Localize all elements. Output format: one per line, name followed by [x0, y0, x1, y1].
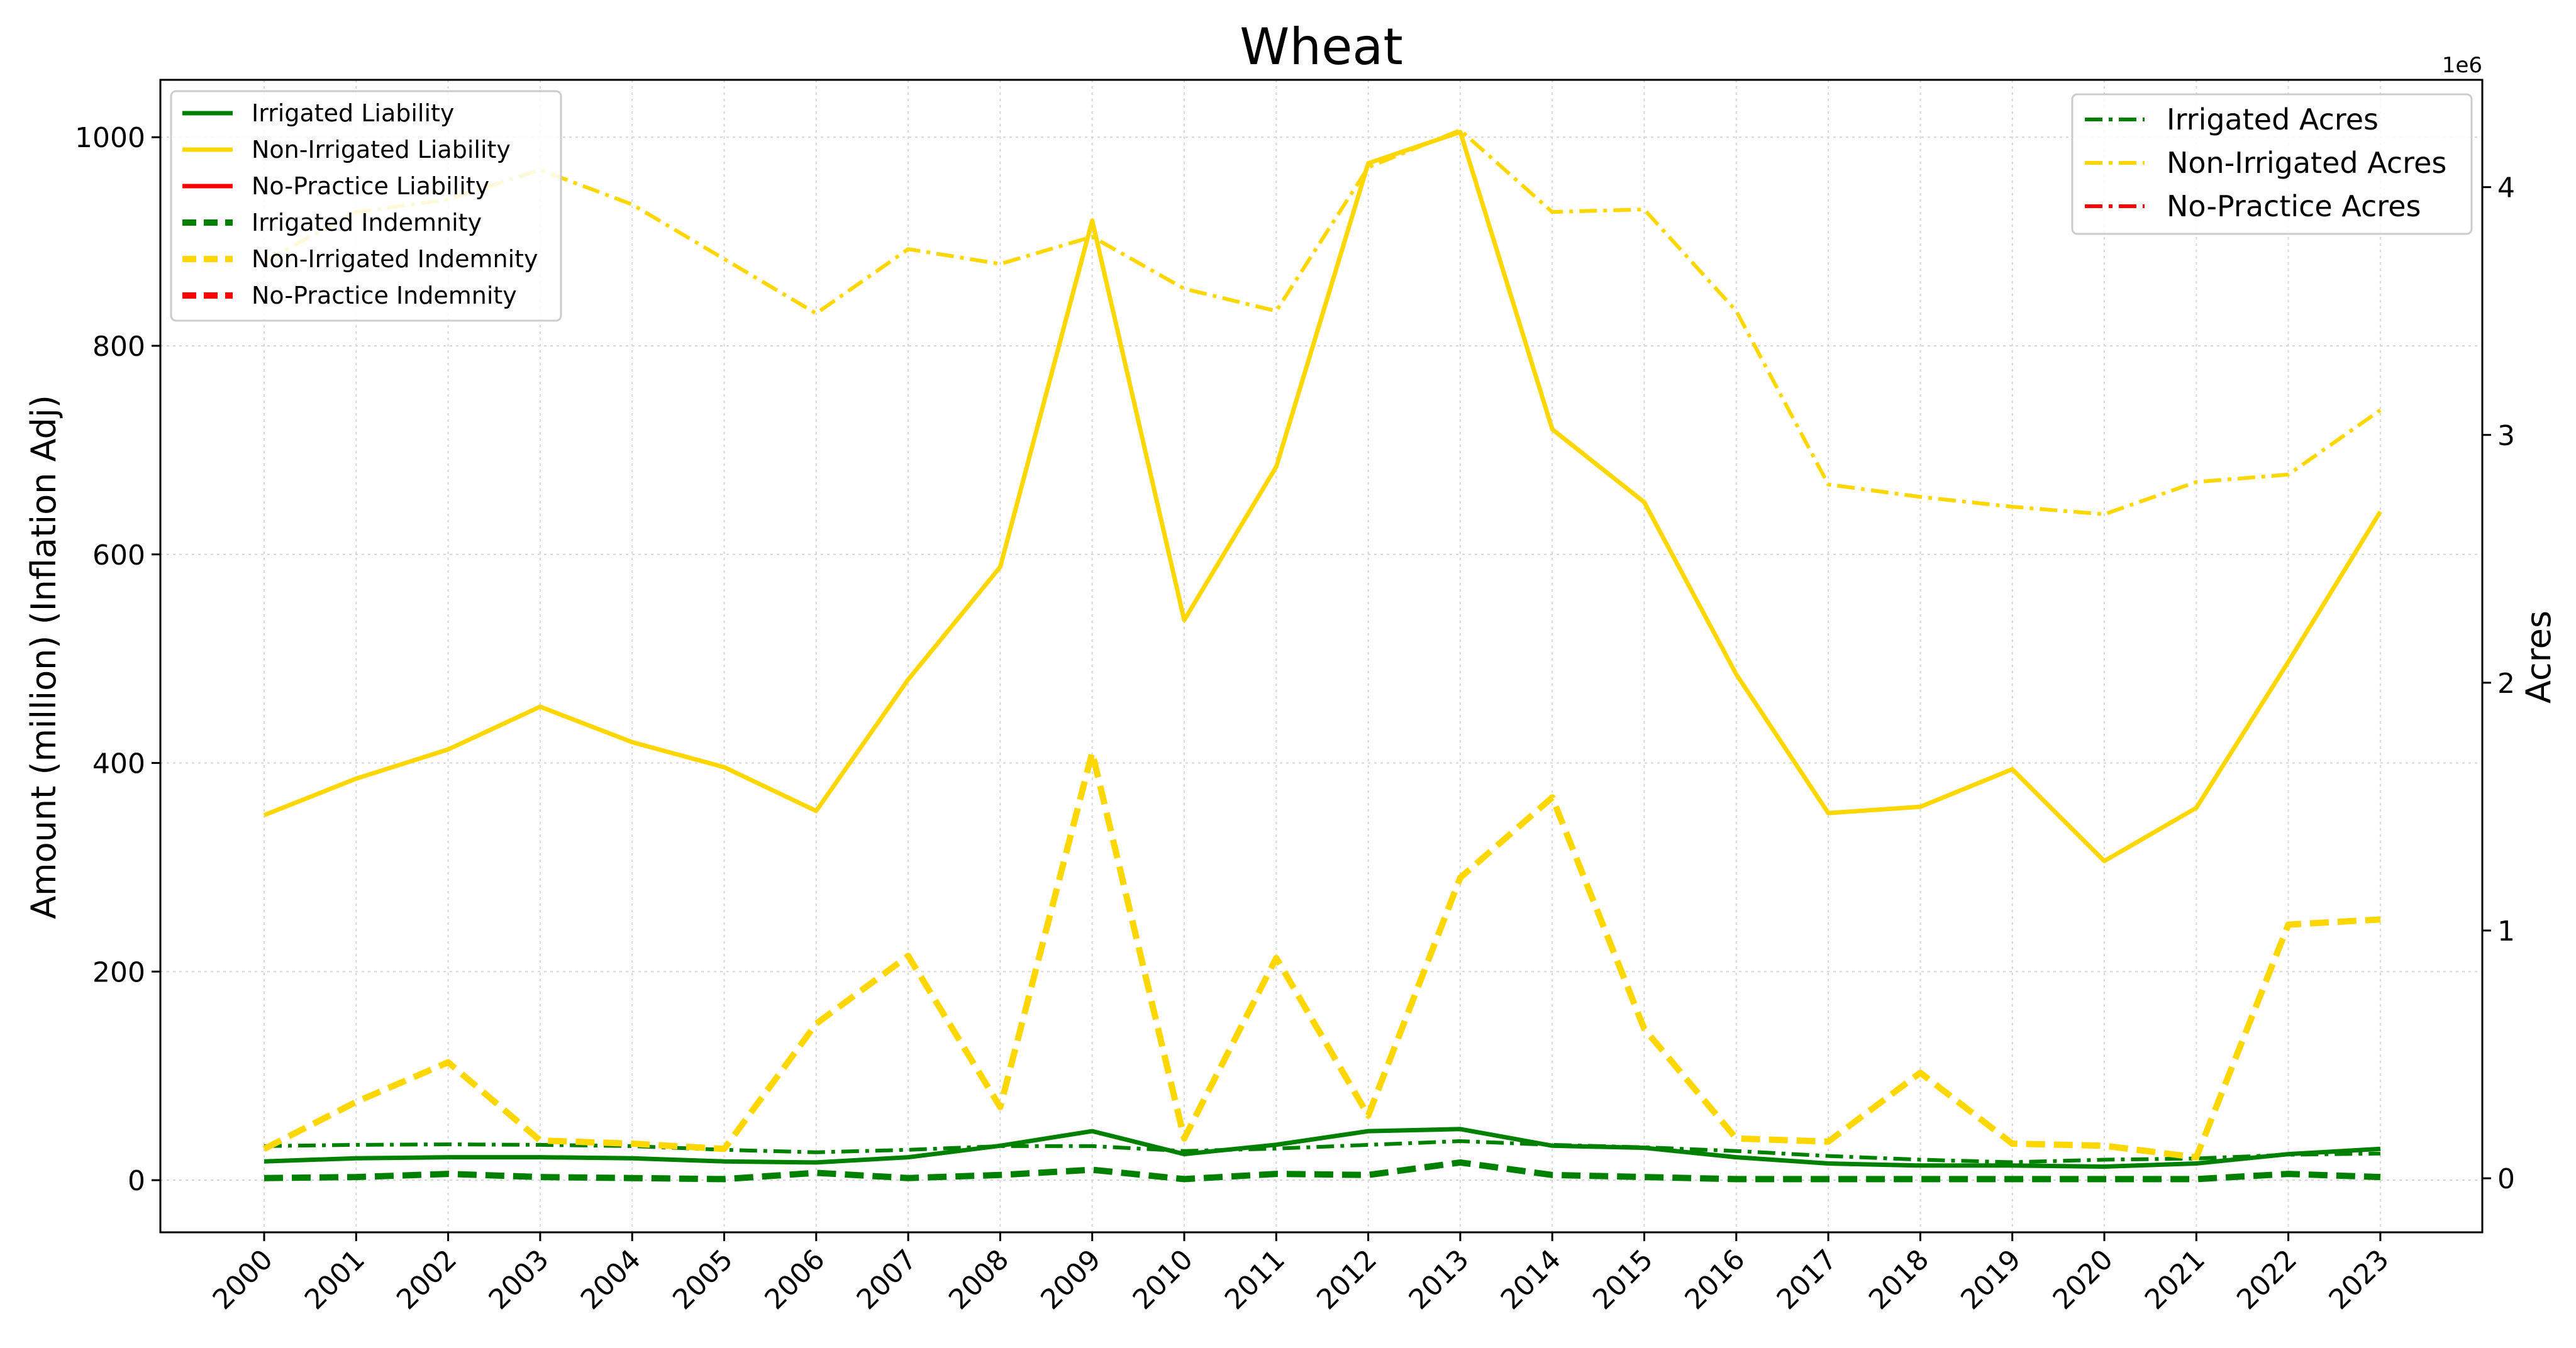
legend-left: Irrigated Liability Non-Irrigated Liabili… — [170, 90, 562, 322]
y-axis-left: 0 200 400 600 800 1000 — [75, 122, 160, 1197]
legend-left-label: Irrigated Liability — [252, 99, 454, 127]
legend-right-box — [2071, 93, 2473, 235]
y-right-tick-label: 3 — [2497, 420, 2515, 452]
y-right-tick-label: 4 — [2497, 172, 2515, 204]
legend-left-label: Non-Irrigated Liability — [252, 136, 511, 163]
plot-frame — [159, 79, 2484, 1234]
legend-left-box — [170, 90, 562, 322]
series-line-irrigated-liability — [264, 1127, 2381, 1169]
legend-left-label: No-Practice Indemnity — [252, 282, 517, 309]
y-axis-right-label: Acres — [2519, 610, 2558, 704]
series-line-non-irrigated-indemnity — [262, 749, 2381, 1161]
legend-left-label: Non-Irrigated Indemnity — [252, 245, 538, 273]
y-left-tick-label: 800 — [92, 331, 145, 363]
legend-left-label: Irrigated Indemnity — [252, 209, 482, 236]
y-right-tick-label: 2 — [2497, 668, 2515, 700]
legend-right-label: Non-Irrigated Acres — [2167, 146, 2446, 180]
legend-right-label: Irrigated Acres — [2167, 102, 2379, 136]
series-line-irrigated-indemnity — [264, 1159, 2381, 1183]
y-axis-right-multiplier: 1e6 — [2442, 53, 2482, 78]
y-left-tick-label: 600 — [92, 539, 145, 572]
chart-title: Wheat — [1240, 18, 1402, 76]
y-right-tick-label: 0 — [2497, 1163, 2515, 1195]
y-left-tick-label: 1000 — [75, 122, 145, 154]
y-right-tick-label: 1 — [2497, 915, 2515, 947]
y-left-tick-label: 400 — [92, 748, 145, 780]
legend-left-label: No-Practice Liability — [252, 172, 489, 200]
y-left-tick-label: 0 — [128, 1165, 145, 1197]
series-layer — [262, 128, 2382, 1183]
y-axis-left-label: Amount (million) (Inflation Adj) — [24, 395, 64, 919]
series-line-non-irrigated-acres — [263, 128, 2382, 516]
y-axis-right: 0 1 2 3 4 — [2482, 172, 2515, 1195]
y-left-tick-label: 200 — [92, 956, 145, 988]
legend-right: Irrigated Acres Non-Irrigated Acres No-Pra… — [2071, 93, 2473, 235]
series-line-non-irrigated-liability — [263, 130, 2382, 863]
legend-right-label: No-Practice Acres — [2167, 189, 2421, 223]
